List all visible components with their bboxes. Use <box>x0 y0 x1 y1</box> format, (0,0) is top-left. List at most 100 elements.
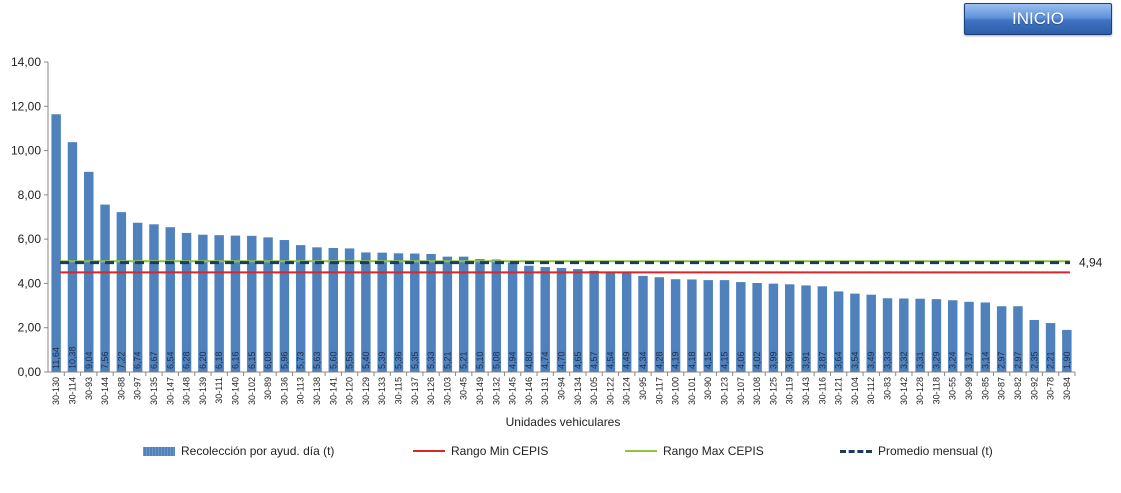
x-tick-label: 30-94 <box>557 377 567 400</box>
bar <box>573 269 583 372</box>
x-tick-label: 30-87 <box>997 377 1007 400</box>
bar <box>817 286 828 372</box>
bar-data-label: 5,96 <box>279 351 289 369</box>
bar <box>882 298 893 372</box>
bar <box>605 271 616 372</box>
bar <box>1045 323 1056 372</box>
bar <box>964 301 974 372</box>
bar-data-label: 5,73 <box>296 351 306 369</box>
bar-data-label: 6,15 <box>247 351 257 369</box>
bar-data-label: 5,35 <box>410 351 420 369</box>
bar <box>980 302 991 372</box>
bar <box>344 248 355 372</box>
x-tick-label: 30-146 <box>524 377 534 405</box>
bar-data-label: 5,60 <box>328 351 338 369</box>
bar <box>198 234 208 372</box>
bar <box>948 300 958 372</box>
x-tick-label: 30-138 <box>312 377 322 405</box>
x-tick-label: 30-115 <box>393 377 403 404</box>
x-axis-title: Unidades vehiculares <box>506 415 621 429</box>
y-tick-label: 12,00 <box>11 99 41 113</box>
x-tick-label: 30-93 <box>84 377 94 400</box>
bar-data-label: 1,90 <box>1062 351 1072 369</box>
bar-data-label: 4,19 <box>671 351 681 369</box>
bar-data-label: 4,74 <box>540 351 550 369</box>
x-tick-label: 30-137 <box>410 377 420 405</box>
bar <box>458 256 469 372</box>
x-tick-label: 30-113 <box>296 377 306 404</box>
bar-data-label: 4,06 <box>736 351 746 369</box>
bar-data-label: 6,18 <box>214 351 224 369</box>
bar-data-label: 11,64 <box>51 347 61 369</box>
bar-data-label: 3,54 <box>850 351 860 369</box>
bar-data-label: 5,58 <box>345 351 355 369</box>
x-tick-label: 30-140 <box>230 377 240 405</box>
bar-data-label: 7,56 <box>100 351 110 369</box>
bar-data-label: 4,02 <box>752 351 762 369</box>
bar-data-label: 5,63 <box>312 351 322 369</box>
x-tick-label: 30-95 <box>638 377 648 400</box>
x-tick-label: 30-45 <box>459 377 469 400</box>
bar-data-label: 4,57 <box>589 351 599 369</box>
x-tick-label: 30-97 <box>133 377 143 400</box>
x-tick-label: 30-121 <box>834 377 844 405</box>
bar <box>279 240 290 372</box>
bar-data-label: 4,18 <box>687 351 697 369</box>
bar-data-label: 5,08 <box>491 351 501 369</box>
bar-data-label: 4,70 <box>557 351 567 369</box>
x-tick-label: 30-101 <box>687 377 697 405</box>
bar-data-label: 3,87 <box>817 351 827 369</box>
bar <box>149 224 159 372</box>
bar <box>638 275 648 372</box>
x-tick-label: 30-139 <box>198 377 208 405</box>
legend-item-promedio: Promedio mensual (t) <box>840 444 993 458</box>
bar-data-label: 3,96 <box>785 351 795 369</box>
bar <box>442 256 453 372</box>
bar <box>719 280 730 372</box>
x-axis-tick-labels: 30-130 30-114 30-93 30-144 30-88 30-97 30-135 3… <box>51 372 1076 405</box>
x-tick-label: 30-147 <box>165 377 175 405</box>
bar-data-label: 6,28 <box>182 351 192 369</box>
legend-label: Rango Min CEPIS <box>451 444 549 458</box>
bar <box>768 283 779 372</box>
legend-item-rango-min: Rango Min CEPIS <box>413 444 548 458</box>
bar <box>687 279 697 372</box>
bar <box>67 142 78 372</box>
bar-data-label: 5,33 <box>426 351 436 369</box>
bar-data-label: 7,22 <box>116 351 126 369</box>
bar <box>132 222 143 372</box>
bar-series <box>51 114 1072 372</box>
bar <box>410 253 420 372</box>
bar-data-label: 5,21 <box>442 351 452 369</box>
bar-data-label: 4,54 <box>605 351 615 369</box>
x-tick-label: 30-149 <box>475 377 485 405</box>
legend-key-red-line <box>413 450 445 452</box>
x-tick-label: 30-129 <box>361 377 371 405</box>
y-tick-label: 0,00 <box>18 365 42 379</box>
y-tick-label: 2,00 <box>18 321 42 335</box>
x-tick-label: 30-126 <box>426 377 436 405</box>
x-tick-label: 30-119 <box>785 377 795 404</box>
bar <box>1029 319 1039 372</box>
bar <box>507 262 518 372</box>
bar <box>784 284 795 372</box>
bar <box>850 293 860 372</box>
bar <box>426 253 436 372</box>
bar <box>556 267 567 372</box>
bar-data-label: 4,15 <box>703 351 713 369</box>
bar-data-label: 6,74 <box>133 351 143 369</box>
bar-data-label: 9,04 <box>84 351 94 369</box>
bar <box>866 294 876 372</box>
bar <box>116 212 127 372</box>
x-tick-label: 30-102 <box>247 377 257 405</box>
x-tick-label: 30-123 <box>720 377 730 405</box>
bar <box>915 298 925 372</box>
x-tick-label: 30-88 <box>116 377 126 400</box>
bar-data-label: 4,34 <box>638 351 648 369</box>
bar-data-label: 2,97 <box>997 351 1007 369</box>
bar <box>230 235 241 372</box>
bar <box>393 253 404 372</box>
x-tick-label: 30-112 <box>866 377 876 404</box>
x-tick-label: 30-141 <box>328 377 338 405</box>
inicio-button[interactable]: INICIO <box>964 3 1112 35</box>
